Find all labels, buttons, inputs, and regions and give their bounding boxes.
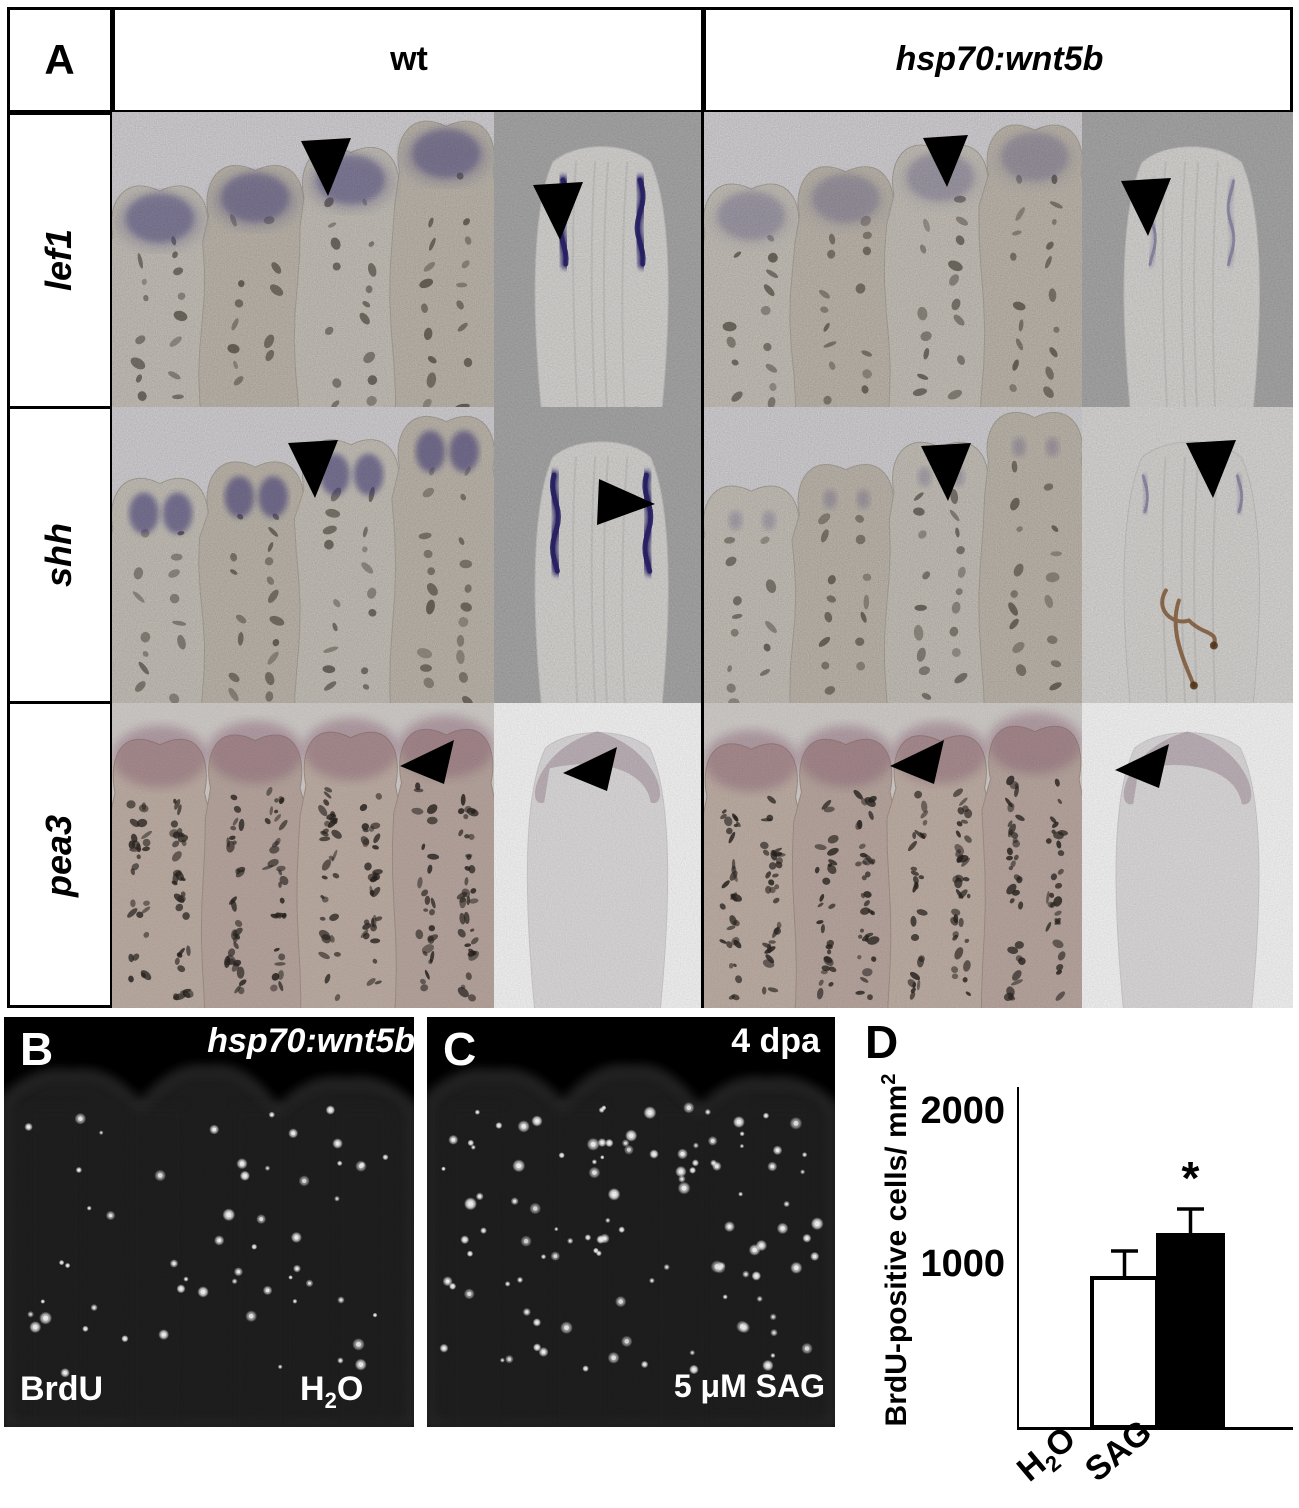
svg-text:*: * [1182,1152,1200,1204]
